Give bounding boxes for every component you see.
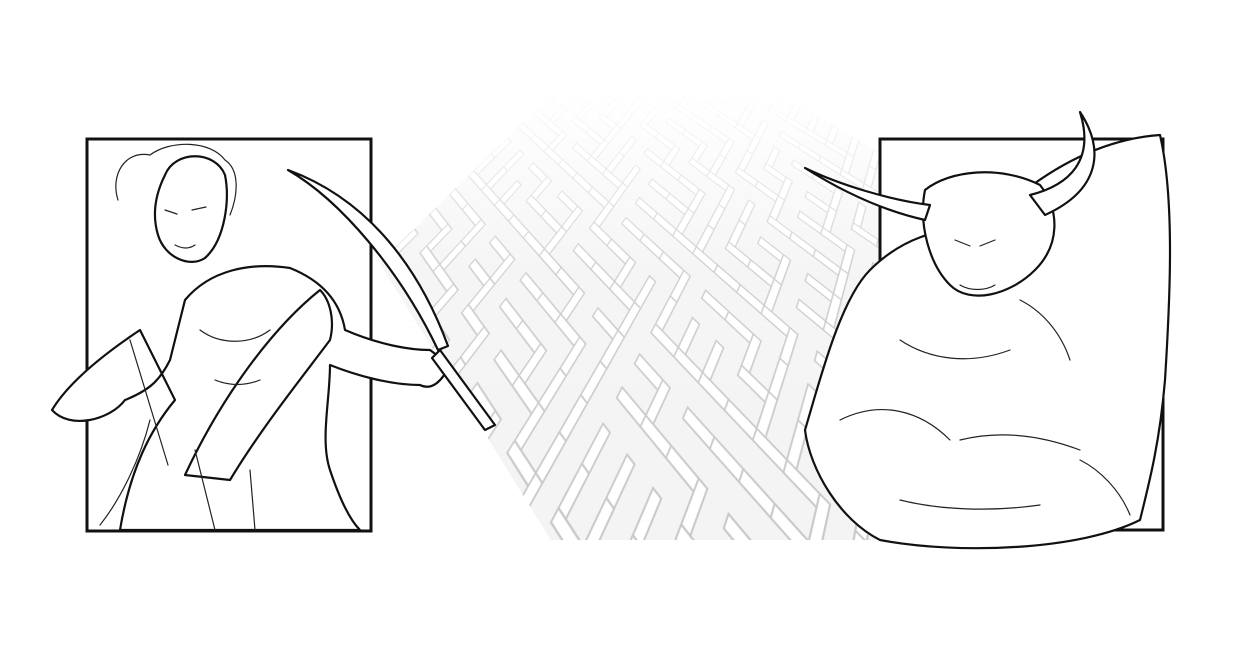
theseus-cloak	[183, 288, 334, 482]
theseus-hair	[115, 143, 237, 249]
left-horn	[803, 166, 932, 222]
sword-blade	[286, 168, 450, 352]
theseus-head	[153, 155, 228, 263]
theseus	[50, 143, 497, 532]
minotaur-head	[921, 171, 1056, 297]
minotaur-details	[839, 239, 1131, 516]
sword-hilt	[430, 348, 497, 432]
theseus-details	[194, 329, 271, 531]
minotaur	[803, 110, 1172, 550]
thread	[99, 339, 169, 526]
right-horn	[1028, 110, 1096, 217]
